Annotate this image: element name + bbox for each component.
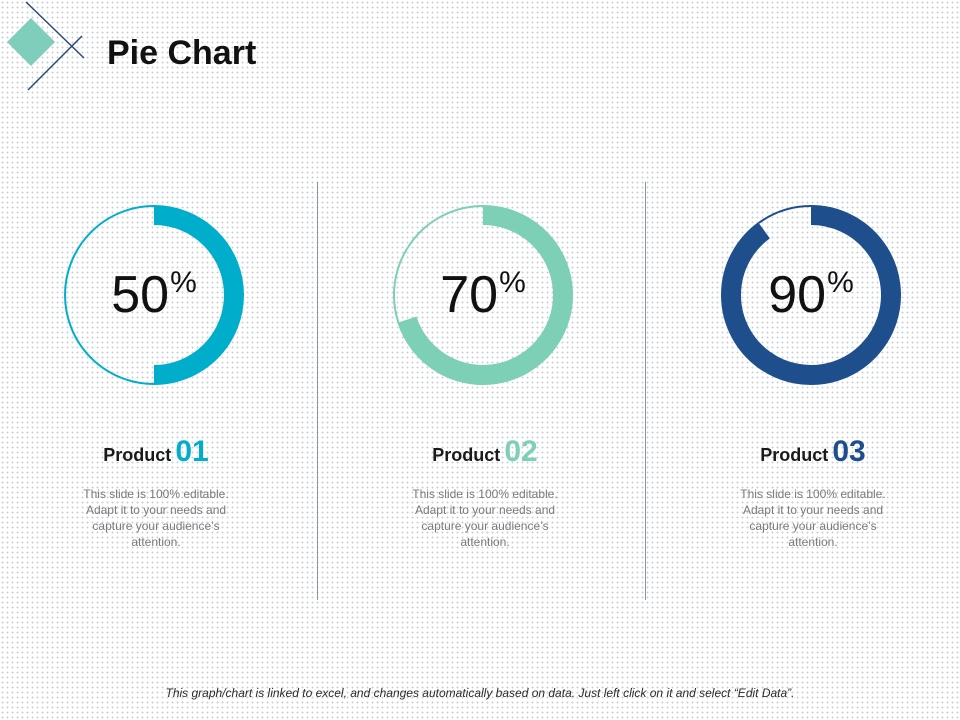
product-number-2: 02 xyxy=(504,435,538,468)
product-heading-2: Product 02 xyxy=(365,435,605,469)
footer-note: This graph/chart is linked to excel, and… xyxy=(165,686,795,700)
percent-sign-3: % xyxy=(827,266,854,299)
product-label-2: Product xyxy=(432,445,501,465)
donut-chart-3[interactable] xyxy=(711,195,911,395)
donut-value-arc-2[interactable] xyxy=(397,205,573,385)
product-number-1: 01 xyxy=(175,435,209,468)
page-title: Pie Chart xyxy=(107,34,257,72)
percent-value-1: 50% xyxy=(36,265,272,325)
percent-value-2: 70% xyxy=(365,265,601,325)
percent-number-2: 70 xyxy=(440,266,499,324)
product-heading-1: Product 01 xyxy=(36,435,276,469)
divider-left xyxy=(317,182,318,600)
product-description-2: This slide is 100% editable. Adapt it to… xyxy=(412,487,558,549)
product-label-3: Product xyxy=(760,445,829,465)
donut-remainder-arc-2 xyxy=(393,205,484,323)
percent-value-3: 90% xyxy=(693,265,929,325)
percent-sign-2: % xyxy=(499,266,526,299)
product-description-1: This slide is 100% editable. Adapt it to… xyxy=(83,487,229,549)
donut-value-arc-1[interactable] xyxy=(153,205,244,385)
donut-chart-1[interactable] xyxy=(54,195,254,395)
product-heading-3: Product 03 xyxy=(693,435,933,469)
donut-remainder-arc-1 xyxy=(64,205,155,385)
donut-value-arc-3[interactable] xyxy=(721,205,901,385)
product-label-1: Product xyxy=(103,445,172,465)
product-description-3: This slide is 100% editable. Adapt it to… xyxy=(740,487,886,549)
donut-remainder-arc-3 xyxy=(758,205,812,224)
percent-sign-1: % xyxy=(170,266,197,299)
divider-right xyxy=(645,182,646,600)
product-number-3: 03 xyxy=(832,435,866,468)
percent-number-3: 90 xyxy=(768,266,827,324)
diamond-logo-icon xyxy=(7,1,85,91)
donut-chart-2[interactable] xyxy=(383,195,583,395)
percent-number-1: 50 xyxy=(111,266,170,324)
